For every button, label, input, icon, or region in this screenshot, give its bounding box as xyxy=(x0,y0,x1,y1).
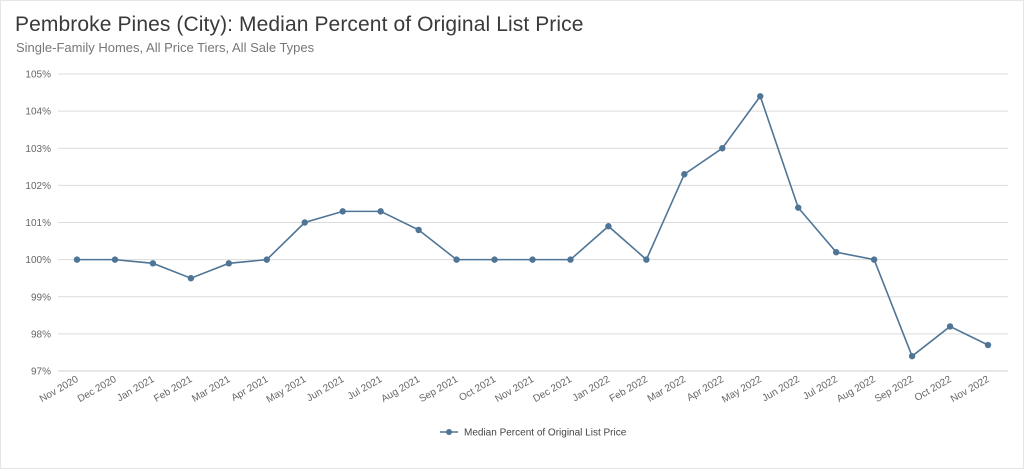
y-axis-ticks: 97% 98% 99% 100% 101% 102% 103% 104% 105% xyxy=(25,70,51,378)
data-point[interactable] xyxy=(946,323,954,330)
data-point[interactable] xyxy=(149,260,157,267)
x-tick-label: Apr 2022 xyxy=(685,374,726,404)
x-tick-label: Jul 2021 xyxy=(346,374,385,403)
x-tick-label: Jul 2022 xyxy=(801,374,840,403)
data-point[interactable] xyxy=(908,352,916,360)
series-group xyxy=(73,93,992,360)
y-tick-label: 102% xyxy=(25,181,51,192)
x-tick-label: Dec 2020 xyxy=(76,374,119,405)
data-point[interactable] xyxy=(491,256,498,263)
data-point[interactable] xyxy=(73,256,81,263)
data-point[interactable] xyxy=(225,260,233,267)
x-tick-label: Oct 2021 xyxy=(457,374,498,404)
y-tick-label: 104% xyxy=(25,107,51,118)
x-tick-label: Aug 2022 xyxy=(835,374,878,405)
x-tick-label: Feb 2022 xyxy=(608,374,650,405)
legend-marker xyxy=(446,429,452,435)
x-tick-label: Oct 2022 xyxy=(913,374,954,404)
data-point[interactable] xyxy=(187,274,195,282)
data-point[interactable] xyxy=(795,204,802,211)
legend-label: Median Percent of Original List Price xyxy=(464,428,627,439)
data-point[interactable] xyxy=(832,249,840,256)
y-tick-label: 97% xyxy=(31,367,51,378)
y-tick-label: 100% xyxy=(25,255,51,266)
data-point[interactable] xyxy=(453,256,460,263)
x-tick-label: Jan 2022 xyxy=(571,374,613,404)
legend[interactable]: Median Percent of Original List Price xyxy=(440,428,627,439)
x-tick-label: Feb 2021 xyxy=(152,374,194,405)
x-tick-label: Apr 2021 xyxy=(230,374,271,404)
x-tick-label: Jun 2021 xyxy=(305,374,347,404)
x-tick-label: May 2021 xyxy=(265,374,309,406)
x-tick-label: Nov 2021 xyxy=(493,374,536,405)
x-tick-label: Sep 2021 xyxy=(417,374,460,405)
y-tick-label: 103% xyxy=(25,144,51,155)
data-point[interactable] xyxy=(529,256,536,263)
y-tick-label: 99% xyxy=(31,292,51,303)
x-tick-label: Aug 2021 xyxy=(380,374,423,405)
series-line xyxy=(77,94,989,358)
data-point[interactable] xyxy=(567,256,574,263)
data-point[interactable] xyxy=(377,208,384,215)
chart-subtitle: Single-Family Homes, All Price Tiers, Al… xyxy=(16,40,315,55)
data-point[interactable] xyxy=(111,256,119,263)
data-point[interactable] xyxy=(870,256,878,263)
gridlines xyxy=(58,73,1008,372)
chart-title: Pembroke Pines (City): Median Percent of… xyxy=(15,13,584,36)
data-point[interactable] xyxy=(339,208,346,215)
x-tick-label: Nov 2022 xyxy=(949,374,992,405)
x-tick-label: Mar 2021 xyxy=(190,374,232,405)
data-point[interactable] xyxy=(681,171,688,178)
x-tick-label: Dec 2021 xyxy=(531,374,574,405)
y-tick-label: 98% xyxy=(31,329,51,340)
x-tick-label: Sep 2022 xyxy=(873,374,916,405)
data-point[interactable] xyxy=(984,341,992,349)
x-tick-label: Jun 2022 xyxy=(761,374,803,404)
x-tick-label: May 2022 xyxy=(720,374,764,406)
x-tick-label: Jan 2021 xyxy=(115,374,157,404)
x-tick-label: Mar 2022 xyxy=(646,374,688,405)
data-point[interactable] xyxy=(301,219,308,226)
data-point[interactable] xyxy=(263,256,270,263)
y-tick-label: 105% xyxy=(25,70,51,81)
data-point[interactable] xyxy=(643,256,650,263)
data-point[interactable] xyxy=(719,145,726,152)
x-tick-label: Nov 2020 xyxy=(38,374,81,405)
data-point[interactable] xyxy=(757,93,764,100)
data-point[interactable] xyxy=(605,223,612,230)
data-point[interactable] xyxy=(415,226,422,234)
y-tick-label: 101% xyxy=(25,218,51,229)
